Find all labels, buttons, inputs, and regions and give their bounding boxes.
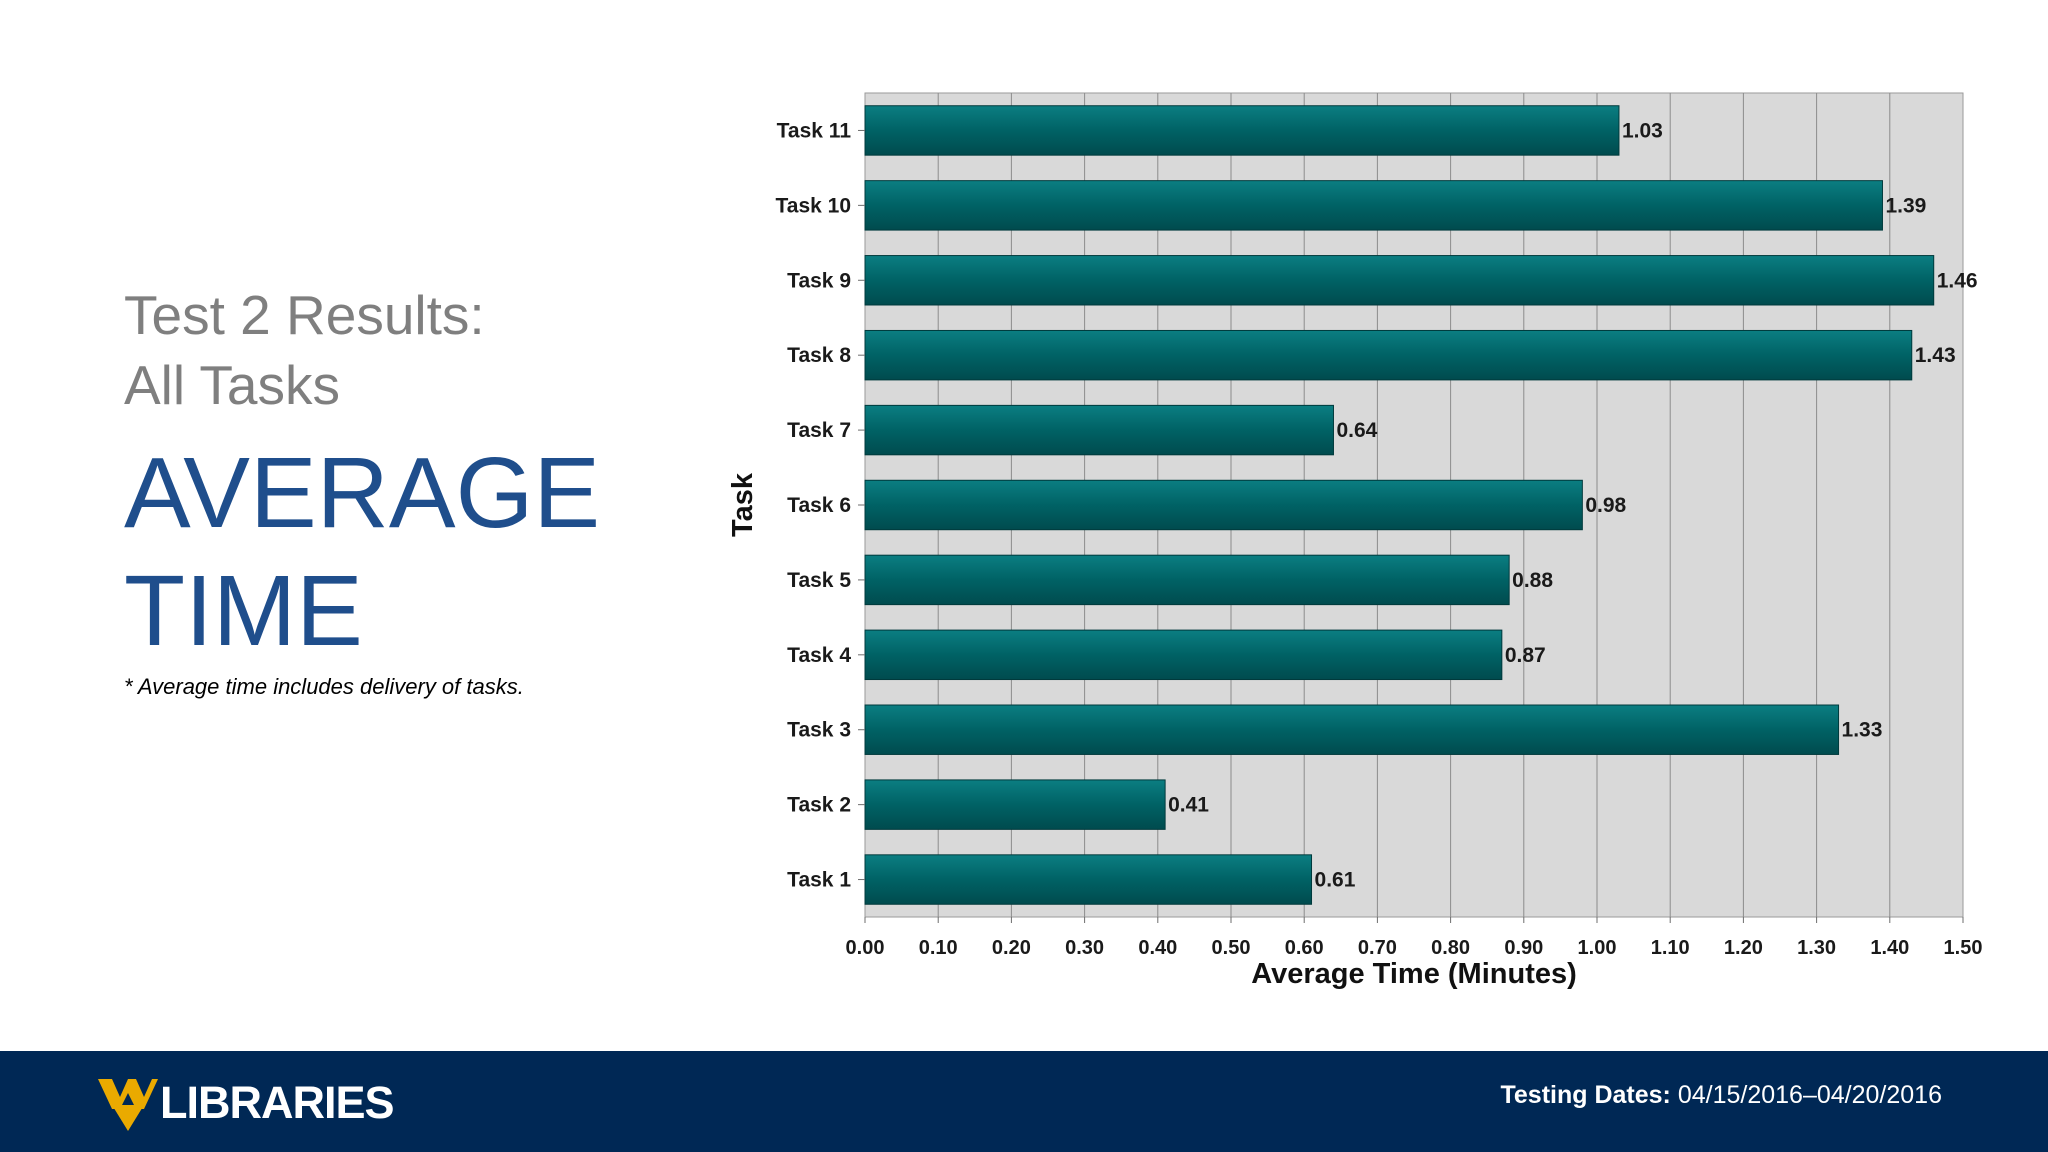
- data-label: 0.64: [1336, 419, 1377, 442]
- testing-dates-value: 04/15/2016–04/20/2016: [1677, 1081, 1942, 1109]
- x-axis-title: Average Time (Minutes): [1251, 958, 1577, 990]
- data-label: 0.98: [1585, 494, 1626, 517]
- data-label: 0.88: [1512, 569, 1553, 592]
- y-axis-title: Task: [727, 472, 759, 537]
- testing-dates: Testing Dates: 04/15/2016–04/20/2016: [1500, 1081, 1942, 1110]
- flying-wv-icon: [98, 1079, 158, 1131]
- x-tick-label: 0.50: [1212, 937, 1251, 959]
- y-tick-label: Task 4: [787, 644, 851, 667]
- bar: [864, 329, 1913, 381]
- bar: [864, 704, 1840, 755]
- subtitle-line-1: Test 2 Results:: [124, 284, 485, 346]
- wvu-libraries-logo[interactable]: LIBRARIES: [98, 1075, 395, 1131]
- data-label: 0.41: [1168, 794, 1209, 817]
- subtitle-line-2: All Tasks: [124, 354, 340, 416]
- data-label: 1.39: [1885, 194, 1926, 217]
- bar: [864, 255, 1935, 306]
- testing-dates-label: Testing Dates:: [1500, 1081, 1671, 1109]
- y-tick-label: Task 9: [787, 269, 851, 292]
- y-tick-label: Task 3: [787, 719, 851, 742]
- bar: [864, 479, 1583, 531]
- x-tick-label: 1.20: [1724, 937, 1763, 959]
- data-label: 0.61: [1315, 869, 1356, 892]
- bar: [864, 854, 1313, 905]
- title-line-2: TIME: [124, 555, 363, 667]
- x-tick-label: 0.20: [992, 937, 1031, 959]
- x-tick-label: 0.90: [1504, 937, 1543, 959]
- x-tick-label: 1.50: [1944, 937, 1983, 959]
- y-tick-label: Task 11: [777, 119, 852, 142]
- data-label: 1.46: [1937, 269, 1978, 292]
- x-tick-label: 0.80: [1431, 937, 1470, 959]
- logo-text: LIBRARIES: [160, 1077, 395, 1128]
- data-label: 1.33: [1842, 719, 1883, 742]
- bar: [864, 404, 1334, 456]
- data-label: 0.87: [1505, 644, 1546, 667]
- x-tick-label: 1.00: [1578, 937, 1617, 959]
- x-tick-label: 0.60: [1285, 937, 1324, 959]
- footer-bar: LIBRARIES Testing Dates: 04/15/2016–04/2…: [0, 1051, 2048, 1152]
- x-tick-label: 0.70: [1358, 937, 1397, 959]
- y-tick-label: Task 5: [787, 569, 851, 592]
- x-tick-label: 1.30: [1797, 937, 1836, 959]
- bar: [864, 629, 1503, 681]
- y-tick-label: Task 7: [787, 419, 851, 442]
- y-tick-label: Task 1: [787, 869, 851, 892]
- title-line-1: AVERAGE: [124, 437, 601, 549]
- x-tick-label: 1.40: [1870, 937, 1909, 959]
- data-label: 1.43: [1915, 344, 1956, 367]
- x-tick-label: 0.10: [919, 937, 958, 959]
- y-tick-label: Task 2: [787, 794, 851, 817]
- x-tick-label: 0.30: [1065, 937, 1104, 959]
- bar: [864, 105, 1620, 156]
- slide-title-block: Test 2 Results: All Tasks AVERAGE TIME *…: [124, 280, 684, 700]
- footnote: * Average time includes delivery of task…: [124, 674, 524, 699]
- y-tick-label: Task 6: [787, 494, 851, 517]
- data-label: 1.03: [1622, 119, 1663, 142]
- y-tick-label: Task 8: [787, 344, 851, 367]
- x-tick-label: 0.40: [1138, 937, 1177, 959]
- bar-chart: 0.00 0.10 0.20 0.30 0.40 0.50 0.60 0.70 0.80 0.90…: [727, 92, 1983, 990]
- x-tick-label: 0.00: [846, 937, 885, 959]
- bar: [864, 554, 1510, 606]
- bar: [864, 779, 1166, 830]
- x-tick-label: 1.10: [1651, 937, 1690, 959]
- y-tick-label: Task 10: [776, 194, 852, 217]
- bar: [864, 180, 1883, 231]
